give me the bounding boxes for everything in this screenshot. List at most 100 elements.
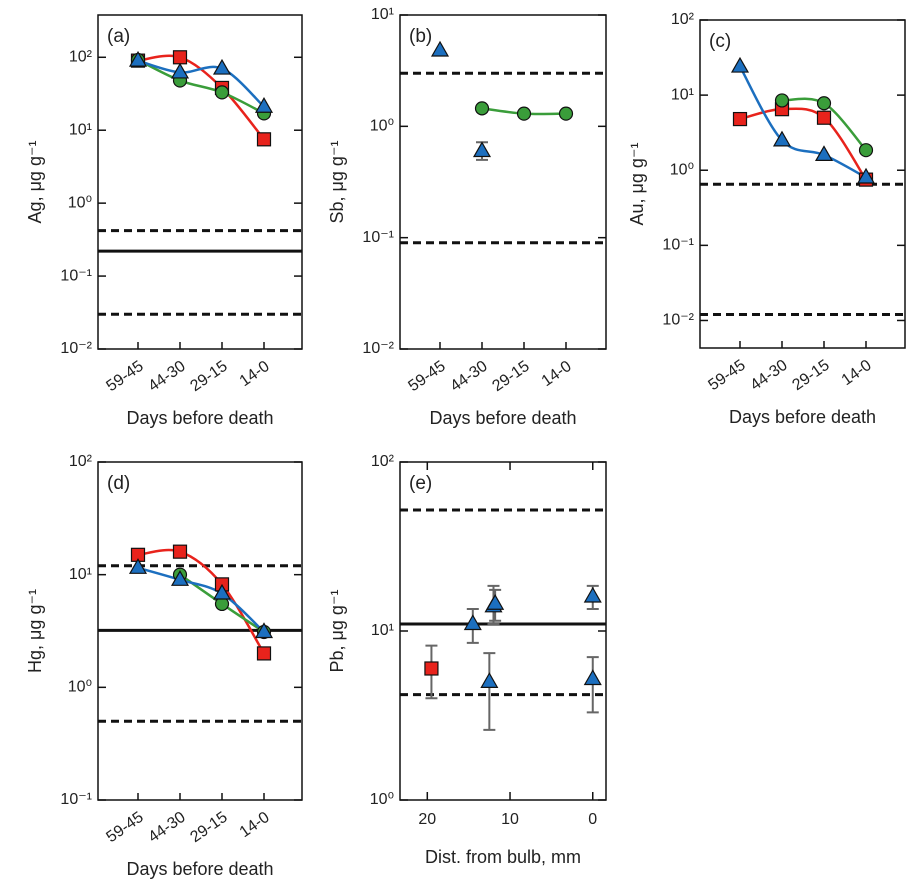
panel-label: (e) [409,473,432,494]
square-marker [256,132,272,147]
plot-frame [97,14,303,350]
x-tick-label: 44-30 [447,358,490,395]
x-tick-label: 20 [418,811,436,828]
y-axis-title: Sb, μg g⁻¹ [327,141,347,224]
x-tick-label: 14-0 [839,357,875,389]
x-tick-label: 14-0 [237,358,273,390]
y-tick-label: 10⁻² [662,312,694,329]
series-curve [137,54,265,141]
error-bar [483,652,496,731]
plot-frame [399,14,607,350]
x-axis-title: Days before death [729,407,876,427]
y-tick-label: 10⁰ [68,679,92,696]
x-axis-title: Days before death [429,408,576,428]
square-marker [172,544,188,559]
triangle-marker [128,50,148,67]
series-curve [137,59,265,108]
circle-marker [816,96,832,111]
y-axis-title: Pb, μg g⁻¹ [327,590,347,673]
panel-label: (c) [709,31,731,52]
y-axis-title: Au, μg g⁻¹ [627,143,647,226]
y-tick-label: 10⁻² [362,340,394,357]
y-tick-label: 10² [371,453,395,470]
y-tick-label: 10¹ [371,6,394,23]
y-tick-label: 10² [69,49,93,66]
circle-marker [858,143,874,158]
y-tick-label: 10⁰ [670,161,694,178]
x-axis-title: Days before death [126,408,273,428]
triangle-marker [254,622,274,639]
x-tick-label: 14-0 [539,358,575,390]
square-marker [732,111,748,127]
y-tick-label: 10⁰ [370,791,394,808]
triangle-marker [170,62,190,79]
square-marker [256,646,272,661]
x-tick-label: 29-15 [489,358,532,395]
plot-frame [399,461,607,801]
circle-marker [774,93,790,108]
x-tick-label: 10 [501,811,519,828]
y-tick-label: 10¹ [69,121,92,138]
square-marker [424,661,439,676]
y-tick-label: 10² [671,11,695,28]
circle-marker [558,106,574,121]
y-tick-label: 10⁻¹ [60,791,92,808]
x-tick-label: 29-15 [187,809,230,846]
x-tick-label: 44-30 [747,357,790,394]
triangle-marker [254,97,274,113]
x-tick-label: 59-45 [103,358,146,395]
series-curve [739,107,868,181]
triangle-marker [430,40,450,57]
triangle-marker [472,141,492,158]
triangle-marker [212,583,232,600]
x-tick-label: 0 [588,811,597,828]
triangle-marker [170,570,190,586]
y-tick-label: 10⁰ [370,118,394,135]
x-tick-label: 59-45 [705,357,748,394]
triangle-marker [730,56,750,73]
triangle-marker [480,672,499,688]
circle-marker [214,85,230,100]
triangle-marker [772,130,792,147]
triangle-marker [814,145,834,162]
y-tick-label: 10¹ [69,566,92,583]
y-tick-label: 10⁰ [68,194,92,211]
square-marker [172,50,188,65]
square-marker [816,110,832,125]
circle-marker [474,101,490,116]
y-axis-title: Ag, μg g⁻¹ [25,141,45,224]
panel-label: (b) [409,26,432,47]
x-tick-label: 44-30 [145,809,188,846]
triangle-marker [212,58,232,75]
x-tick-label: 59-45 [405,358,448,395]
series-curve [137,58,265,115]
y-tick-label: 10² [69,453,93,470]
y-tick-label: 10⁻¹ [60,267,92,284]
series-curve [137,566,265,633]
triangle-marker [486,594,505,610]
x-axis-title: Days before death [126,859,273,879]
triangle-marker [463,614,482,631]
y-tick-label: 10⁻¹ [362,229,394,246]
x-tick-label: 44-30 [145,358,188,395]
triangle-marker [128,558,148,574]
panel-label: (a) [107,26,130,47]
x-axis-title: Dist. from bulb, mm [425,847,581,867]
x-tick-label: 29-15 [789,357,832,394]
x-tick-label: 29-15 [187,358,230,395]
y-tick-label: 10¹ [671,86,694,103]
y-tick-label: 10¹ [371,622,394,639]
y-tick-label: 10⁻² [60,340,92,357]
triangle-marker [583,669,602,686]
circle-marker [516,106,532,121]
triangle-marker [856,167,876,184]
series-curve [137,548,266,655]
x-tick-label: 14-0 [237,809,273,841]
triangle-marker [583,586,602,603]
y-axis-title: Hg, μg g⁻¹ [25,589,45,673]
x-tick-label: 59-45 [103,809,146,846]
series-curve [738,65,867,179]
y-tick-label: 10⁻¹ [662,237,694,254]
